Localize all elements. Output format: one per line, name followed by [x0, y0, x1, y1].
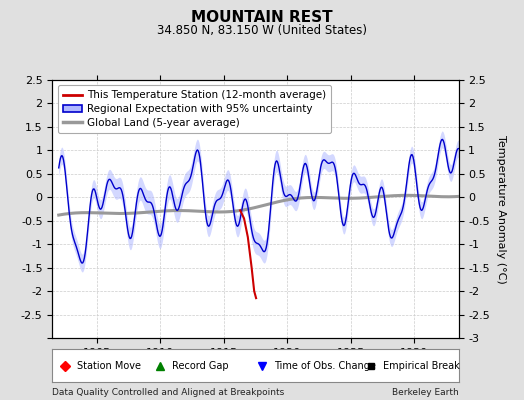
Y-axis label: Temperature Anomaly (°C): Temperature Anomaly (°C) — [496, 135, 506, 283]
Text: Empirical Break: Empirical Break — [384, 361, 460, 370]
Text: Data Quality Controlled and Aligned at Breakpoints: Data Quality Controlled and Aligned at B… — [52, 388, 285, 397]
Text: Berkeley Earth: Berkeley Earth — [392, 388, 458, 397]
Text: Record Gap: Record Gap — [172, 361, 229, 370]
Legend: This Temperature Station (12-month average), Regional Expectation with 95% uncer: This Temperature Station (12-month avera… — [58, 85, 331, 133]
Text: Time of Obs. Change: Time of Obs. Change — [274, 361, 376, 370]
Text: Station Move: Station Move — [77, 361, 141, 370]
Text: 34.850 N, 83.150 W (United States): 34.850 N, 83.150 W (United States) — [157, 24, 367, 37]
Text: MOUNTAIN REST: MOUNTAIN REST — [191, 10, 333, 25]
